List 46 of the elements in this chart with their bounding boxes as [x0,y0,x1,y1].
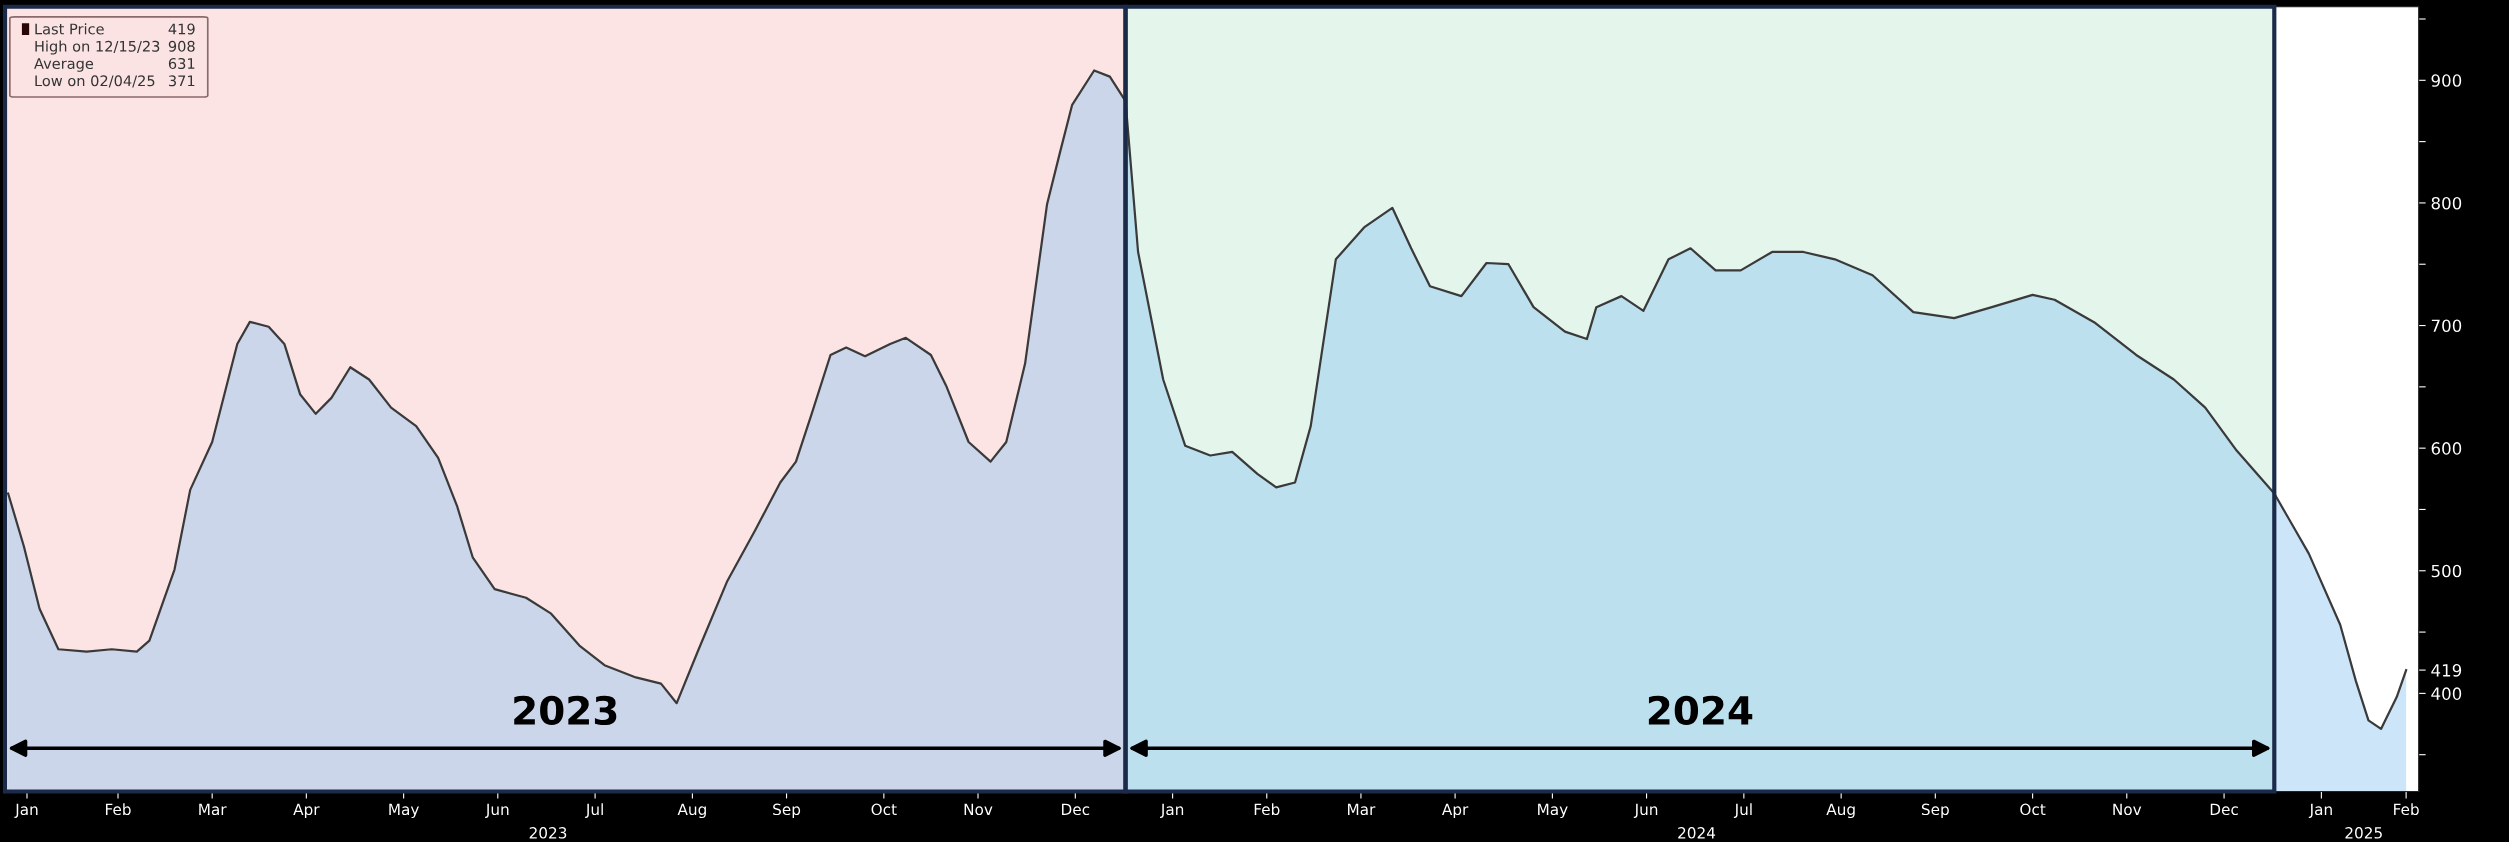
x-tick-label: Apr [293,803,320,819]
annotation: Low on 02/04/25 [35,75,155,88]
annotation: 908 [168,40,195,52]
x-tick-label: Dec [2210,803,2238,816]
text: Last Price [35,23,104,35]
y-tick-label: 500 [2431,564,2462,578]
x-tick-label: Dec [1062,803,1090,816]
y-tick-label: 800 [2431,196,2462,210]
y-tick-label: 419 [2431,664,2462,677]
annotation: Average [34,58,94,72]
y-tick-label: 400 [2431,687,2462,700]
text: 2025 [2345,827,2382,839]
x-tick-label: Jun [1633,803,1658,818]
x-tick-label: Mar [199,803,227,816]
y-tick-label: 600 [2431,442,2462,455]
x-tick-label: Aug [1826,803,1855,819]
x-tick-label: Nov [964,803,993,816]
x-tick-label: Feb [105,803,131,816]
x-tick-label: Aug [677,803,706,819]
x-tick-label: Sep [773,803,801,819]
text: 2024 [1678,827,1716,839]
x-tick-label: Jan [1160,803,1184,818]
annotation: High on 12/15/23 [35,40,160,55]
x-tick-label: Apr [1442,803,1469,819]
x-tick-label: Sep [1921,803,1949,819]
x-tick-label: Oct [2020,803,2046,816]
y-tick-label: 900 [2431,74,2462,87]
y-tick-label: 700 [2431,319,2462,333]
annotation: 419 [168,23,195,35]
band-label: 2024 [1648,695,1753,726]
x-tick-label: Nov [2113,803,2142,816]
x-tick-label: Jan [2308,803,2332,818]
x-tick-label: Feb [2394,803,2419,816]
x-tick-label: Jan [14,803,38,818]
text: 2023 [529,827,567,839]
x-tick-label: Oct [871,803,897,816]
annotation: 371 [168,75,195,87]
band-label: 2023 [514,695,617,726]
x-tick-label: Jul [585,803,603,818]
x-tick-label: Jul [1733,803,1752,818]
x-tick-label: Feb [1254,803,1280,816]
x-tick-label: Jun [485,803,509,818]
annotation: 631 [168,58,195,70]
x-tick-label: Mar [1348,803,1376,816]
x-tick-label: May [389,803,419,819]
x-tick-label: May [1538,803,1568,819]
